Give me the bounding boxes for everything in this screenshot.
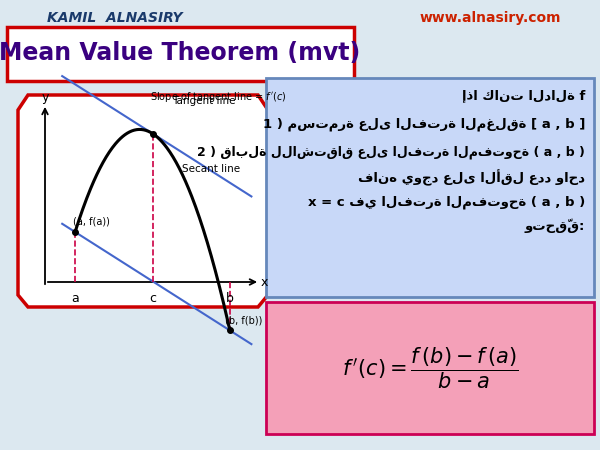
Text: x = c في الفترة المفتوحة ( a , b ): x = c في الفترة المفتوحة ( a , b ) bbox=[308, 195, 585, 209]
FancyBboxPatch shape bbox=[266, 78, 594, 297]
Text: b: b bbox=[226, 292, 234, 305]
Text: $f\,'(c) = \dfrac{f\,(b) - f\,(a)}{b - a}$: $f\,'(c) = \dfrac{f\,(b) - f\,(a)}{b - a… bbox=[341, 345, 518, 391]
Text: Secant line: Secant line bbox=[182, 163, 241, 174]
FancyBboxPatch shape bbox=[7, 27, 354, 81]
Text: فانه يوجد على الأقل عدد واحد: فانه يوجد على الأقل عدد واحد bbox=[358, 170, 585, 186]
Text: وتحقّق:: وتحقّق: bbox=[524, 219, 585, 233]
Text: y: y bbox=[41, 91, 49, 104]
Text: إذا كانت الدالة f: إذا كانت الدالة f bbox=[461, 90, 585, 103]
Text: 2 ) قابلة للاشتقاق على الفترة المفتوحة ( a , b ): 2 ) قابلة للاشتقاق على الفترة المفتوحة (… bbox=[197, 145, 585, 159]
Text: Mean Value Theorem (mvt): Mean Value Theorem (mvt) bbox=[0, 41, 361, 65]
Text: KAMIL  ALNASIRY: KAMIL ALNASIRY bbox=[47, 11, 183, 25]
Text: (a, f(a)): (a, f(a)) bbox=[73, 217, 110, 227]
Text: x: x bbox=[260, 275, 268, 288]
Text: a: a bbox=[71, 292, 79, 305]
Text: www.alnasiry.com: www.alnasiry.com bbox=[419, 11, 561, 25]
Text: c: c bbox=[149, 292, 156, 305]
Text: 1 ) مستمرة على الفترة المغلقة [ a , b ]: 1 ) مستمرة على الفترة المغلقة [ a , b ] bbox=[263, 117, 585, 131]
FancyBboxPatch shape bbox=[266, 302, 594, 434]
Text: Slope of tangent line = $f'(c)$: Slope of tangent line = $f'(c)$ bbox=[149, 90, 286, 104]
Text: (b, f(b)): (b, f(b)) bbox=[225, 315, 262, 325]
Text: Tangent line: Tangent line bbox=[173, 95, 236, 106]
Polygon shape bbox=[18, 95, 268, 307]
